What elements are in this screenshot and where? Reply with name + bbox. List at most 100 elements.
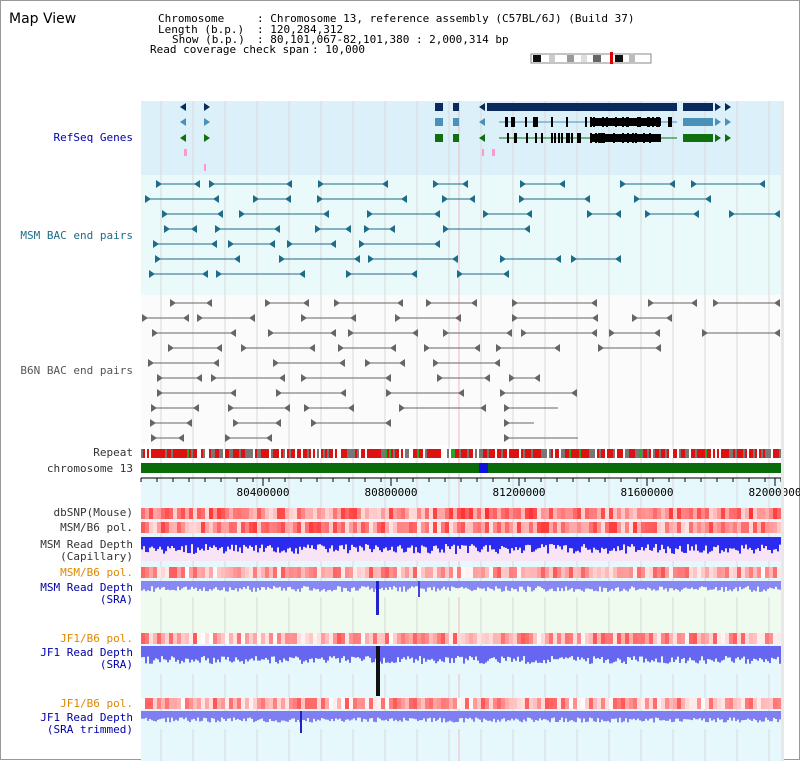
depth-bar (443, 646, 445, 663)
depth-bar (281, 646, 283, 663)
depth-bar (759, 581, 761, 592)
repeat-track (141, 449, 781, 458)
depth-bar (323, 537, 325, 547)
depth-bar (211, 581, 213, 591)
track-label-chromosome[interactable]: chromosome 13 (46, 462, 133, 475)
depth-bar (711, 646, 713, 661)
gene-exon (551, 133, 553, 143)
depth-bar (503, 646, 505, 659)
pol-cell (589, 633, 593, 644)
track-label-b6n-bac[interactable]: B6N BAC end pairs (20, 364, 133, 377)
chromosome-ideogram[interactable] (529, 51, 653, 65)
pol-cell (629, 508, 633, 519)
depth-bar (187, 537, 189, 554)
repeat-segment (301, 449, 303, 458)
track-label-jf1-depth-trim-1[interactable]: JF1 Read Depth (40, 711, 133, 724)
depth-bar (271, 537, 273, 548)
depth-bar (235, 646, 237, 658)
pol-cell (573, 508, 577, 519)
depth-spike (376, 581, 379, 615)
depth-bar (431, 581, 433, 591)
pol-cell (161, 522, 165, 533)
track-label-refseq-genes[interactable]: RefSeq Genes (53, 131, 133, 144)
pol-cell (641, 567, 645, 578)
depth-bar (249, 646, 251, 660)
position-axis: 80400000 80800000 81200000 81600000 82000000 (140, 477, 800, 499)
depth-bar (615, 581, 617, 589)
depth-bar (655, 646, 657, 659)
bac-end-arrow-icon (197, 314, 203, 322)
pol-cell (529, 698, 533, 709)
depth-bar (547, 711, 549, 721)
depth-bar (233, 646, 235, 662)
pol-cell (577, 698, 581, 709)
depth-bar (677, 711, 679, 719)
depth-bar (241, 646, 243, 662)
pol-cell (173, 522, 177, 533)
depth-bar (659, 711, 661, 721)
depth-bar (749, 646, 751, 664)
bac-end-arrow-icon (620, 180, 626, 188)
depth-bar (347, 581, 349, 592)
pol-cell (461, 698, 465, 709)
pol-cell (717, 633, 721, 644)
pol-cell (701, 522, 705, 533)
pol-cell (553, 508, 557, 519)
depth-bar (321, 537, 323, 546)
track-label-msm-bac[interactable]: MSM BAC end pairs (20, 229, 133, 242)
repeat-segment (591, 449, 593, 458)
pol-cell (669, 567, 673, 578)
track-label-jf1-pol-1[interactable]: JF1/B6 pol. (60, 632, 133, 645)
depth-bar (403, 646, 405, 658)
pol-cell (157, 508, 161, 519)
depth-bar (531, 711, 533, 720)
depth-bar (525, 646, 527, 664)
depth-bar (765, 537, 767, 547)
pol-cell (501, 633, 505, 644)
pol-cell (777, 633, 781, 644)
depth-bar (717, 646, 719, 662)
track-label-msm-pol-2[interactable]: MSM/B6 pol. (60, 566, 133, 579)
depth-bar (539, 581, 541, 587)
depth-bar (717, 581, 719, 591)
pol-cell (545, 508, 549, 519)
bac-end-arrow-icon (345, 225, 351, 233)
depth-bar (167, 537, 169, 547)
track-label-msm-depth-cap-1[interactable]: MSM Read Depth (40, 538, 133, 551)
depth-bar (413, 646, 415, 663)
gene-exon (566, 117, 568, 127)
pol-cell (349, 698, 353, 709)
depth-bar (245, 711, 247, 722)
pol-cell (221, 508, 225, 519)
repeat-segment (557, 449, 559, 458)
depth-bar (701, 711, 703, 721)
pol-cell (689, 522, 693, 533)
track-label-dbsnp[interactable]: dbSNP(Mouse) (53, 506, 133, 519)
depth-bar (689, 646, 691, 658)
bac-end-arrow-icon (330, 240, 336, 248)
track-label-msm-depth-sra-1[interactable]: MSM Read Depth (40, 581, 133, 594)
bac-end-arrow-icon (504, 404, 510, 412)
pol-cell (397, 567, 401, 578)
depth-bar (245, 581, 247, 589)
pol-cell (193, 522, 197, 533)
pol-cell (529, 522, 533, 533)
repeat-segment (547, 449, 549, 458)
repeat-segment (299, 449, 301, 458)
pol-cell (453, 567, 457, 578)
pol-cell (145, 633, 149, 644)
depth-bar (201, 537, 203, 549)
depth-bar (419, 537, 421, 554)
repeat-segment (403, 449, 405, 458)
depth-bar (239, 537, 241, 548)
track-label-jf1-pol-2[interactable]: JF1/B6 pol. (60, 697, 133, 710)
track-label-repeat[interactable]: Repeat (93, 446, 133, 459)
depth-bar (647, 537, 649, 545)
depth-bar (245, 646, 247, 660)
track-label-jf1-depth-sra-1[interactable]: JF1 Read Depth (40, 646, 133, 659)
pol-cell (593, 567, 597, 578)
depth-bar (457, 711, 459, 722)
depth-bar (763, 646, 765, 663)
track-label-msm-pol-1[interactable]: MSM/B6 pol. (60, 521, 133, 534)
